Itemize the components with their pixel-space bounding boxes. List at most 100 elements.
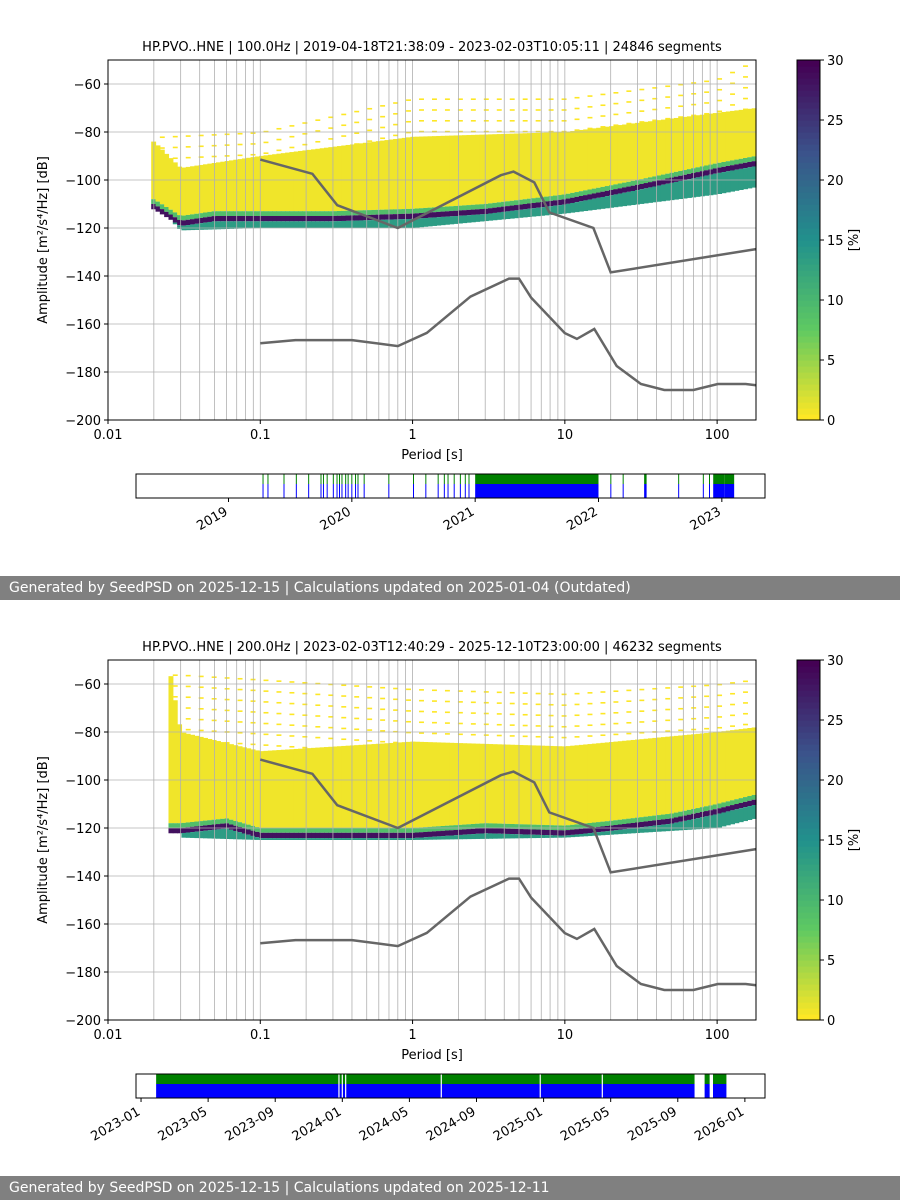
- heatmap-cell: [457, 205, 463, 211]
- heatmap-cell: [552, 205, 558, 215]
- heatmap-cell: [436, 831, 442, 837]
- heatmap-cell: [531, 132, 537, 199]
- heatmap-cell: [639, 179, 645, 184]
- heatmap-cell: [414, 832, 420, 838]
- heatmap-speck: [185, 685, 191, 688]
- heatmap-speck: [276, 138, 282, 141]
- timeline-tick-label: 2025-01: [491, 1104, 546, 1144]
- heatmap-cell: [483, 828, 489, 834]
- heatmap-cell: [203, 217, 208, 223]
- y-ticks: −60−80−100−120−140−160−180−200: [65, 678, 108, 1029]
- heatmap-speck: [561, 715, 567, 717]
- heatmap-speck: [509, 109, 515, 111]
- heatmap-cell: [393, 209, 399, 215]
- heatmap-cell: [669, 118, 675, 173]
- heatmap-cell: [475, 743, 481, 824]
- colorbar-segment: [797, 66, 820, 73]
- colorbar-tick-label: 0: [827, 1014, 835, 1029]
- heatmap-cell: [444, 835, 450, 840]
- heatmap-cell: [371, 744, 377, 828]
- heatmap-speck: [600, 723, 606, 726]
- heatmap-cell: [721, 807, 727, 813]
- heatmap-cell: [574, 834, 580, 837]
- heatmap-cell: [712, 804, 718, 810]
- heatmap-speck: [185, 156, 191, 159]
- heatmap-cell: [220, 823, 226, 829]
- coverage-timeline: 2019 2020 2021 2022 2023: [135, 473, 766, 534]
- heatmap-speck: [561, 725, 567, 728]
- heatmap-speck: [639, 710, 645, 712]
- heatmap-cell: [267, 750, 273, 828]
- heatmap-speck: [237, 721, 243, 723]
- heatmap-cell: [712, 163, 718, 169]
- colorbar-tick-label: 25: [827, 114, 844, 129]
- heatmap-speck: [172, 696, 178, 698]
- heatmap-cell: [285, 838, 291, 840]
- heatmap-cell: [155, 201, 161, 207]
- heatmap-cell: [604, 821, 610, 826]
- heatmap-cell: [626, 123, 632, 182]
- heatmap-cell: [622, 192, 627, 207]
- heatmap-cell: [565, 203, 571, 214]
- heatmap-cell: [332, 746, 338, 828]
- heatmap-speck: [730, 82, 735, 85]
- heatmap-cell: [734, 164, 740, 170]
- heatmap-cell: [444, 211, 450, 217]
- heatmap-cell: [328, 838, 334, 840]
- heatmap-cell: [298, 748, 303, 828]
- heatmap-cell: [544, 132, 550, 197]
- heatmap-cell: [414, 213, 420, 219]
- heatmap-cell: [354, 215, 360, 221]
- heatmap-cell: [479, 204, 485, 210]
- heatmap-cell: [704, 165, 710, 171]
- heatmap-speck: [574, 736, 580, 738]
- heatmap-cell: [190, 214, 195, 220]
- heatmap-cell: [475, 209, 481, 215]
- heatmap-speck: [393, 113, 399, 115]
- colorbar-segment: [797, 390, 820, 397]
- heatmap-cell: [717, 112, 723, 163]
- heatmap-cell: [436, 836, 442, 840]
- heatmap-cell: [492, 833, 498, 839]
- heatmap-speck: [639, 731, 645, 734]
- heatmap-cell: [660, 119, 666, 175]
- heatmap-cell: [315, 832, 321, 839]
- heatmap-cell: [660, 814, 666, 820]
- heatmap-speck: [237, 731, 243, 734]
- heatmap-speck: [639, 121, 645, 123]
- colorbar-segment: [797, 930, 820, 937]
- heatmap-speck: [730, 703, 735, 706]
- heatmap-cell: [730, 110, 735, 161]
- heatmap-cell: [751, 166, 757, 188]
- heatmap-cell: [682, 180, 688, 199]
- heatmap-cell: [496, 207, 502, 213]
- heatmap-cell: [505, 823, 511, 829]
- heatmap-cell: [207, 738, 213, 821]
- heatmap-cell: [514, 824, 519, 829]
- heatmap-cell: [587, 128, 593, 190]
- heatmap-cell: [630, 190, 636, 206]
- heatmap-speck: [626, 732, 632, 735]
- colorbar-segment: [797, 318, 820, 325]
- heatmap-cell: [358, 220, 364, 228]
- heatmap-cell: [514, 828, 519, 835]
- heatmap-speck: [470, 98, 476, 100]
- heatmap-cell: [328, 216, 334, 222]
- y-tick-label: −180: [65, 966, 101, 981]
- heatmap-speck: [406, 688, 411, 691]
- heatmap-speck: [522, 735, 528, 738]
- heatmap-speck: [600, 712, 606, 715]
- heatmap-cell: [557, 195, 563, 200]
- heatmap-cell: [306, 828, 312, 833]
- heatmap-cell: [626, 823, 632, 829]
- heatmap-speck: [730, 71, 735, 74]
- heatmap-cell: [401, 213, 407, 220]
- heatmap-speck: [198, 729, 204, 732]
- heatmap-cell: [483, 208, 489, 214]
- heatmap-speck: [574, 714, 580, 717]
- heatmap-cell: [254, 221, 260, 229]
- heatmap-cell: [328, 828, 334, 833]
- heatmap-cell: [730, 730, 735, 801]
- colorbar-segment: [797, 996, 820, 1003]
- colorbar-segment: [797, 294, 820, 301]
